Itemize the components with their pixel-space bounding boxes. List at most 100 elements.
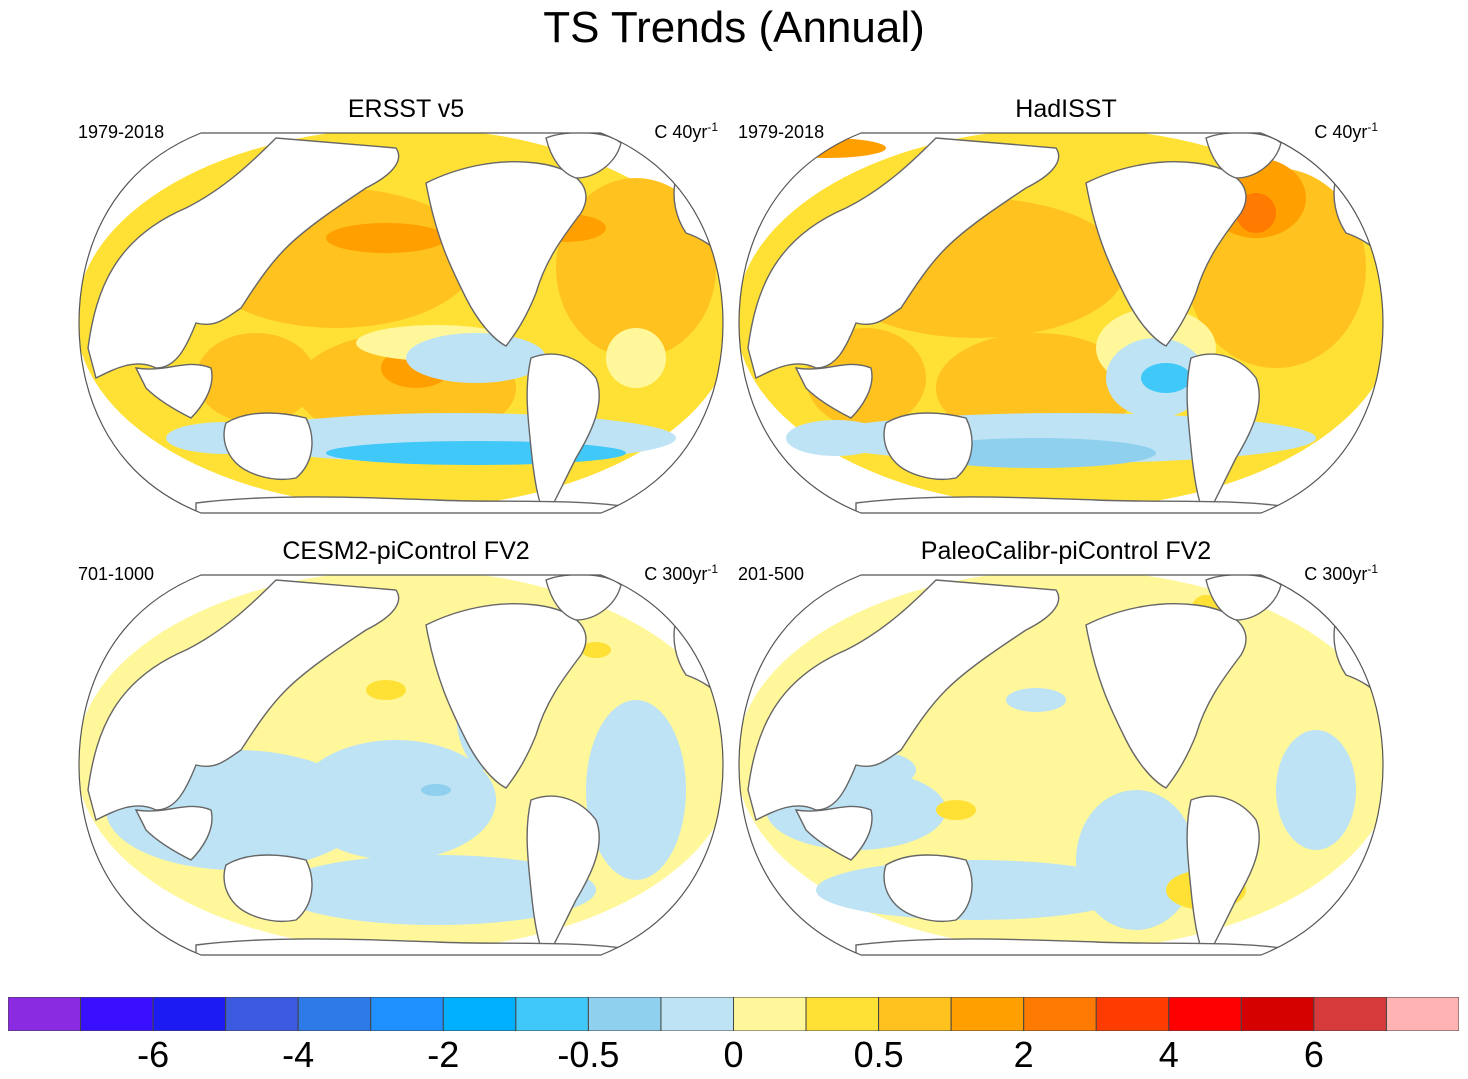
colorbar-bin (1313, 997, 1387, 1031)
land-mask (883, 412, 973, 480)
panel-period: 1979-2018 (78, 122, 165, 142)
land-mask (1085, 161, 1247, 347)
colorbar-bin (225, 997, 299, 1031)
colorbar-tick-label: -2 (427, 1034, 460, 1075)
panel-units: C 300yr-1 (1304, 562, 1378, 584)
panel-units: C 300yr-1 (644, 562, 718, 584)
map-frame (738, 132, 1384, 514)
colorbar-tick-label: 2 (1013, 1034, 1034, 1075)
land-mask (883, 854, 973, 922)
map-frame (738, 574, 1384, 956)
colorbar-bin (587, 997, 662, 1031)
land-mask (794, 363, 873, 419)
land-mask (223, 854, 313, 922)
trend-contour-region (936, 800, 976, 820)
map-panel-paleocalibr: PaleoCalibr-piControl FV2 201-500 C 300y… (736, 536, 1396, 976)
colorbar-bin (8, 997, 82, 1031)
land-mask (1205, 133, 1282, 179)
colorbar-bin (1385, 997, 1459, 1031)
trend-field (79, 133, 723, 513)
trend-contour-region (196, 333, 316, 423)
colorbar-tick-label: -6 (137, 1034, 170, 1075)
map-panel-cesm2: CESM2-piControl FV2 701-1000 C 300yr-1 (76, 536, 736, 976)
figure-title: TS Trends (Annual) (543, 3, 925, 52)
colorbar-tick-label: 6 (1303, 1034, 1324, 1075)
panel-period: 701-1000 (78, 564, 155, 584)
map-panel-ersst: ERSST v5 1979-2018 C 40yr-1 (76, 94, 736, 534)
colorbar-bin (805, 997, 880, 1031)
land-mask (545, 575, 622, 621)
trend-contour-region (326, 223, 446, 253)
trend-contour-region (1276, 730, 1356, 850)
map-hadisst (738, 132, 1384, 514)
colorbar (8, 997, 1459, 1031)
trend-field (739, 133, 1383, 513)
trend-contour-region (916, 438, 1156, 468)
colorbar-bin (297, 997, 372, 1031)
land-mask (223, 412, 313, 480)
trend-contour-region (296, 740, 496, 860)
panel-title: CESM2-piControl FV2 (282, 537, 530, 565)
trend-contour-region (586, 700, 686, 880)
colorbar-bin (878, 997, 952, 1031)
land-mask (87, 137, 400, 380)
land-mask (1186, 795, 1260, 955)
land-mask (1205, 575, 1282, 621)
trend-field (79, 575, 723, 955)
land-mask (526, 353, 600, 513)
panel-title: ERSST v5 (347, 95, 465, 123)
land-mask (1186, 353, 1260, 513)
panel-period: 201-500 (738, 564, 805, 584)
trend-contour-region (1076, 790, 1196, 930)
panel-units: C 40yr-1 (654, 120, 718, 142)
colorbar-bin (1023, 997, 1097, 1031)
colorbar-bin (1168, 997, 1242, 1031)
trend-contour-region (366, 680, 406, 700)
trend-field (739, 575, 1383, 955)
colorbar-bin (660, 997, 735, 1031)
land-mask (134, 805, 213, 861)
map-frame (78, 574, 724, 956)
colorbar-bin (442, 997, 517, 1031)
colorbar-tick-label: 0.5 (853, 1034, 904, 1075)
map-cesm2 (78, 574, 724, 956)
panel-title: HadISST (1015, 95, 1117, 123)
colorbar-tick-label: 0 (723, 1034, 744, 1075)
colorbar-bin (733, 997, 807, 1031)
trend-contour-region (606, 328, 666, 388)
colorbar-bin (950, 997, 1025, 1031)
land-mask (425, 603, 587, 789)
trend-contour-region (786, 420, 886, 456)
land-mask (747, 137, 1060, 380)
land-mask (1085, 603, 1247, 789)
panel-period: 1979-2018 (738, 122, 825, 142)
colorbar-bin (1095, 997, 1170, 1031)
land-mask (425, 161, 587, 347)
colorbar-tick-label: 4 (1158, 1034, 1179, 1075)
trend-contour-region (421, 784, 451, 796)
colorbar-tick-label: -0.5 (557, 1034, 620, 1075)
trend-contour-region (1141, 363, 1191, 393)
colorbar-tick-label: -4 (282, 1034, 315, 1075)
land-mask (545, 133, 622, 179)
map-panel-hadisst: HadISST 1979-2018 C 40yr-1 (736, 94, 1396, 534)
panel-title: PaleoCalibr-piControl FV2 (920, 537, 1212, 565)
colorbar-bin (370, 997, 444, 1031)
land-mask (747, 579, 1060, 822)
land-mask (794, 805, 873, 861)
colorbar-bin (152, 997, 227, 1031)
trend-contour-region (581, 642, 611, 658)
land-mask (134, 363, 213, 419)
map-frame (78, 132, 724, 514)
panel-units: C 40yr-1 (1314, 120, 1378, 142)
trend-contour-region (276, 855, 596, 925)
colorbar-bin (515, 997, 589, 1031)
map-ersst (78, 132, 724, 514)
colorbar-bin (1240, 997, 1315, 1031)
colorbar-bin (80, 997, 154, 1031)
land-mask (526, 795, 600, 955)
map-paleocalibr (738, 574, 1384, 956)
trend-contour-region (406, 333, 546, 383)
land-mask (87, 579, 400, 822)
trend-contour-region (766, 138, 886, 158)
